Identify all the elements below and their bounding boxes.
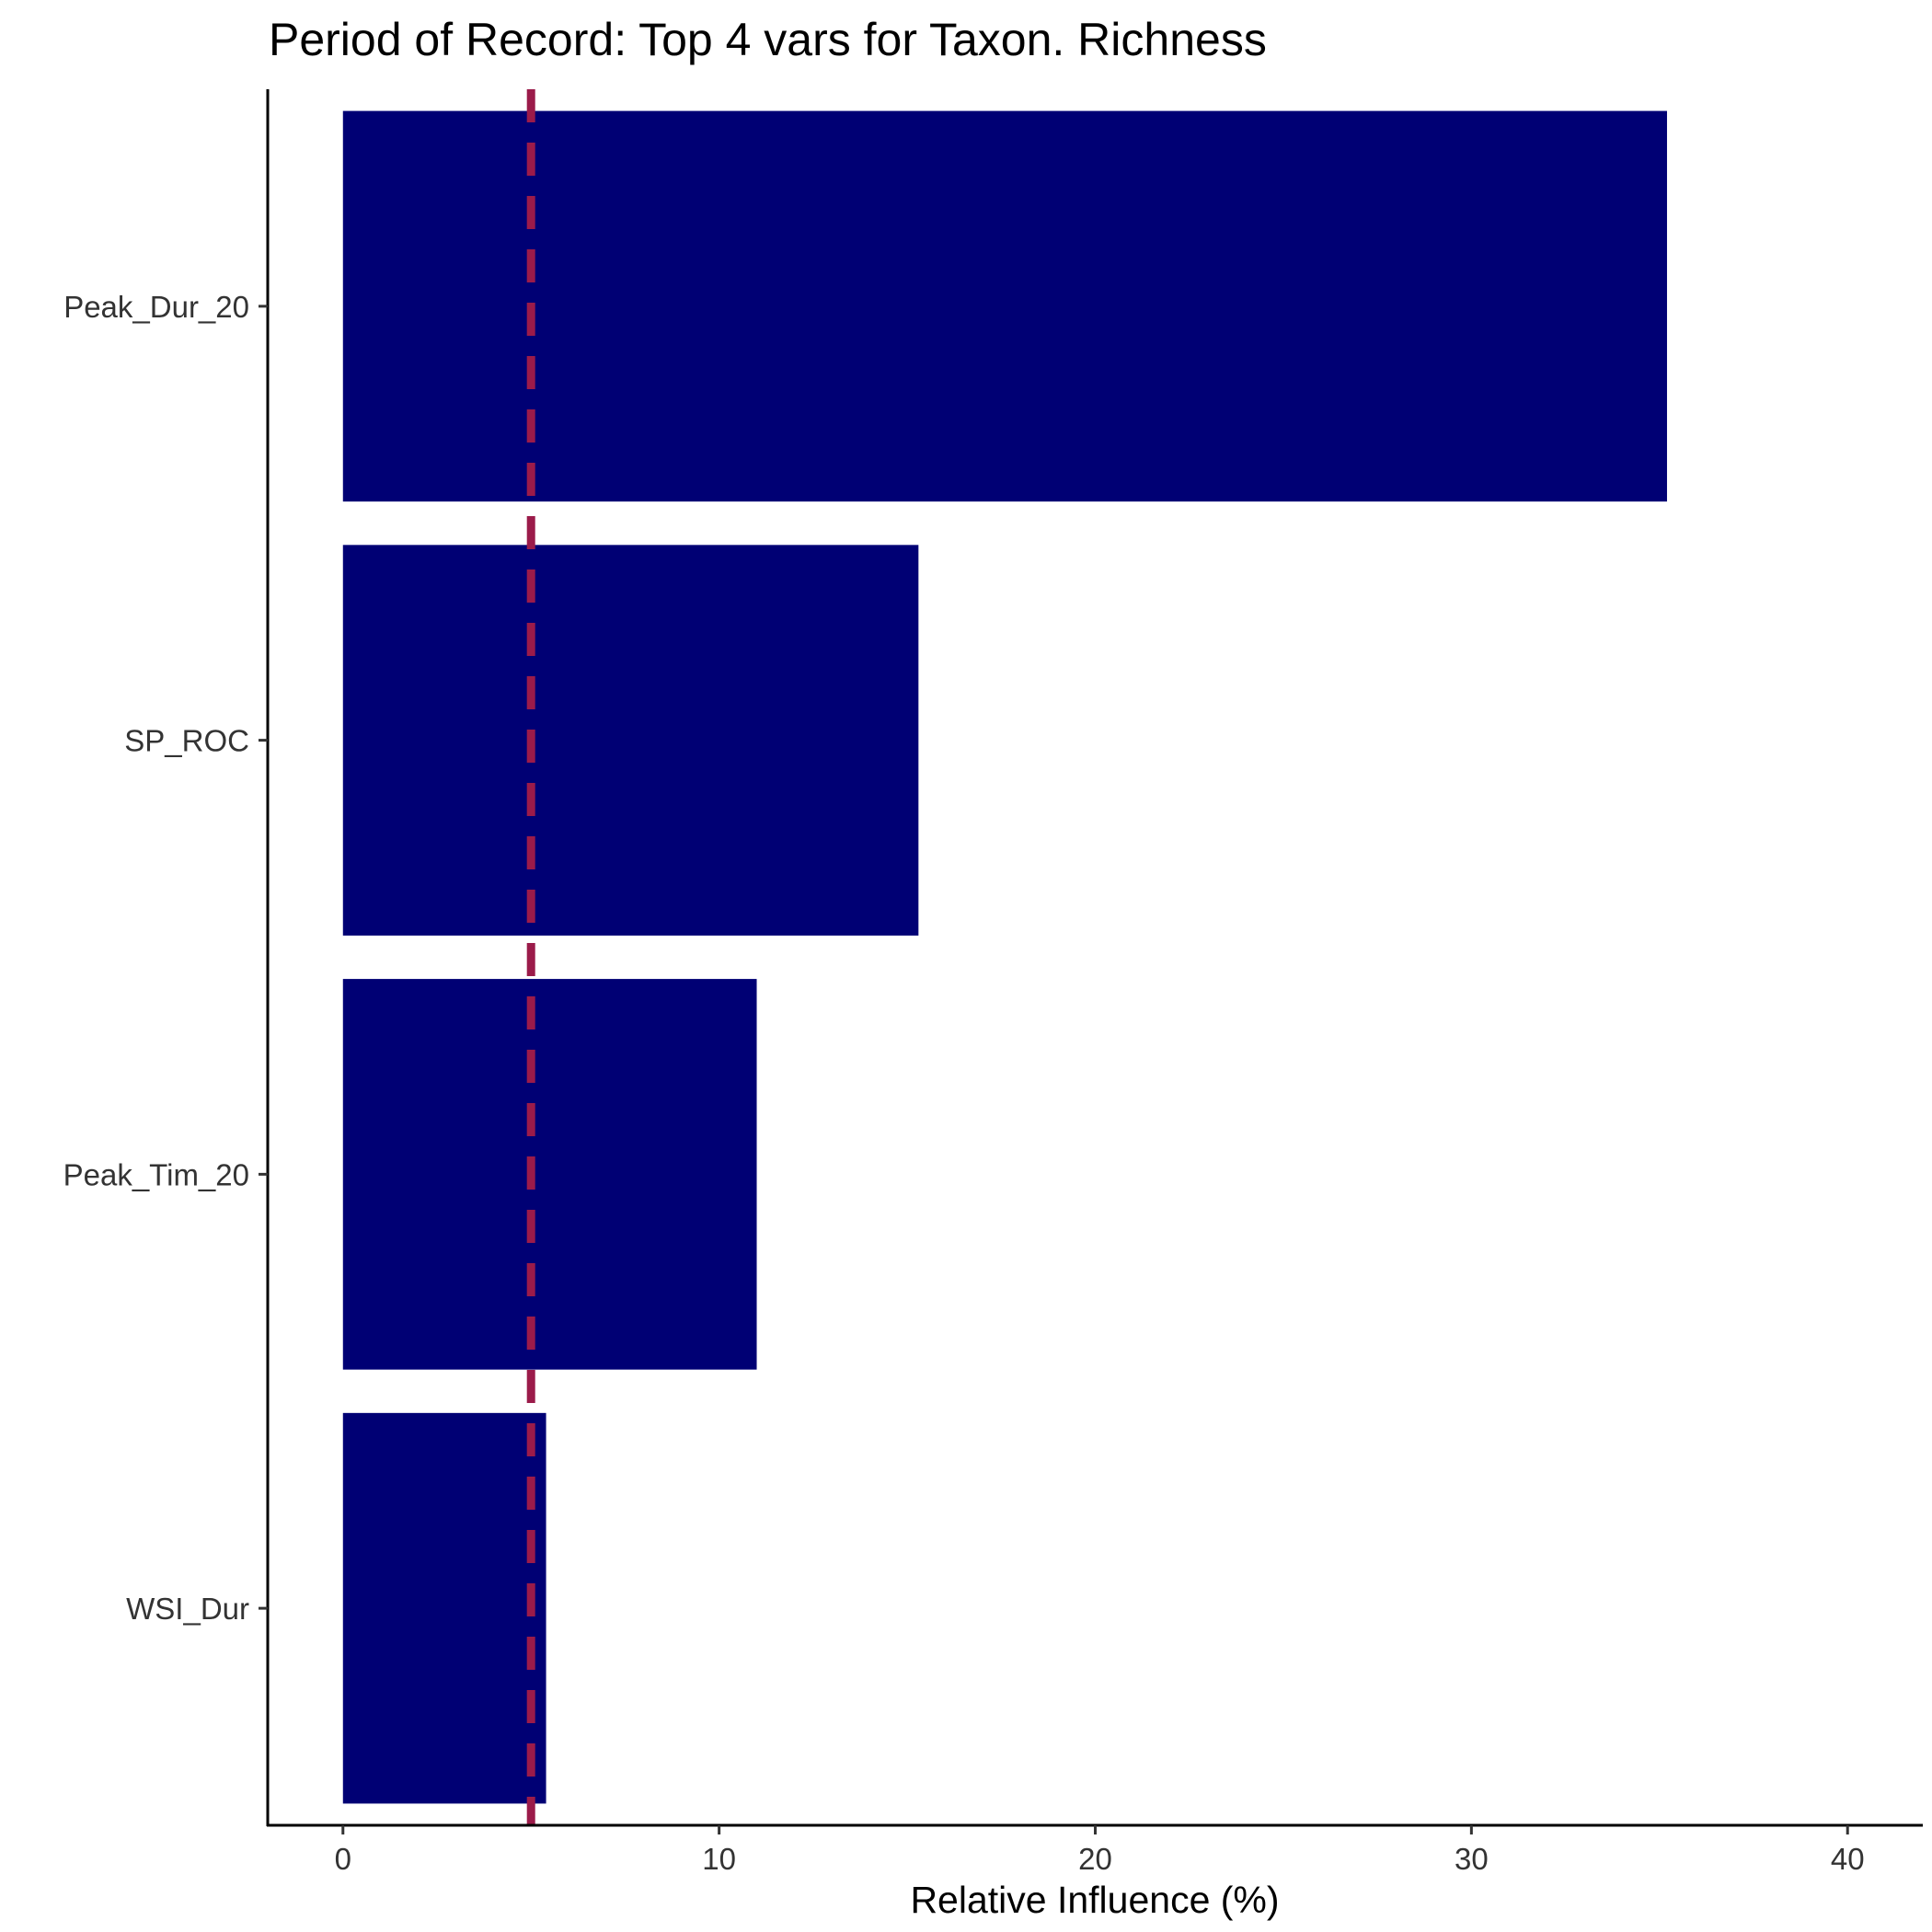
x-axis-title: Relative Influence (%)	[910, 1879, 1279, 1921]
y-tick-label: WSI_Dur	[126, 1592, 249, 1626]
bars-group	[342, 110, 1667, 1804]
x-tick-label: 30	[1455, 1842, 1489, 1876]
x-ticks-group: 0 10 20 30 40	[335, 1825, 1865, 1876]
bar-wsi-dur	[342, 1412, 546, 1804]
x-tick-label: 20	[1078, 1842, 1112, 1876]
bar-sp-roc	[342, 545, 919, 936]
y-tick-label: SP_ROC	[124, 724, 249, 758]
y-tick-label: Peak_Tim_20	[63, 1157, 249, 1191]
y-ticks-group: Peak_Dur_20 SP_ROC Peak_Tim_20 WSI_Dur	[63, 290, 268, 1626]
chart-title: Period of Record: Top 4 vars for Taxon. …	[269, 14, 1267, 65]
x-tick-label: 0	[335, 1842, 351, 1876]
bar-peak-dur-20	[342, 110, 1667, 502]
bar-peak-tim-20	[342, 979, 757, 1370]
y-tick-label: Peak_Dur_20	[63, 290, 249, 324]
x-tick-label: 10	[702, 1842, 736, 1876]
x-tick-label: 40	[1831, 1842, 1865, 1876]
